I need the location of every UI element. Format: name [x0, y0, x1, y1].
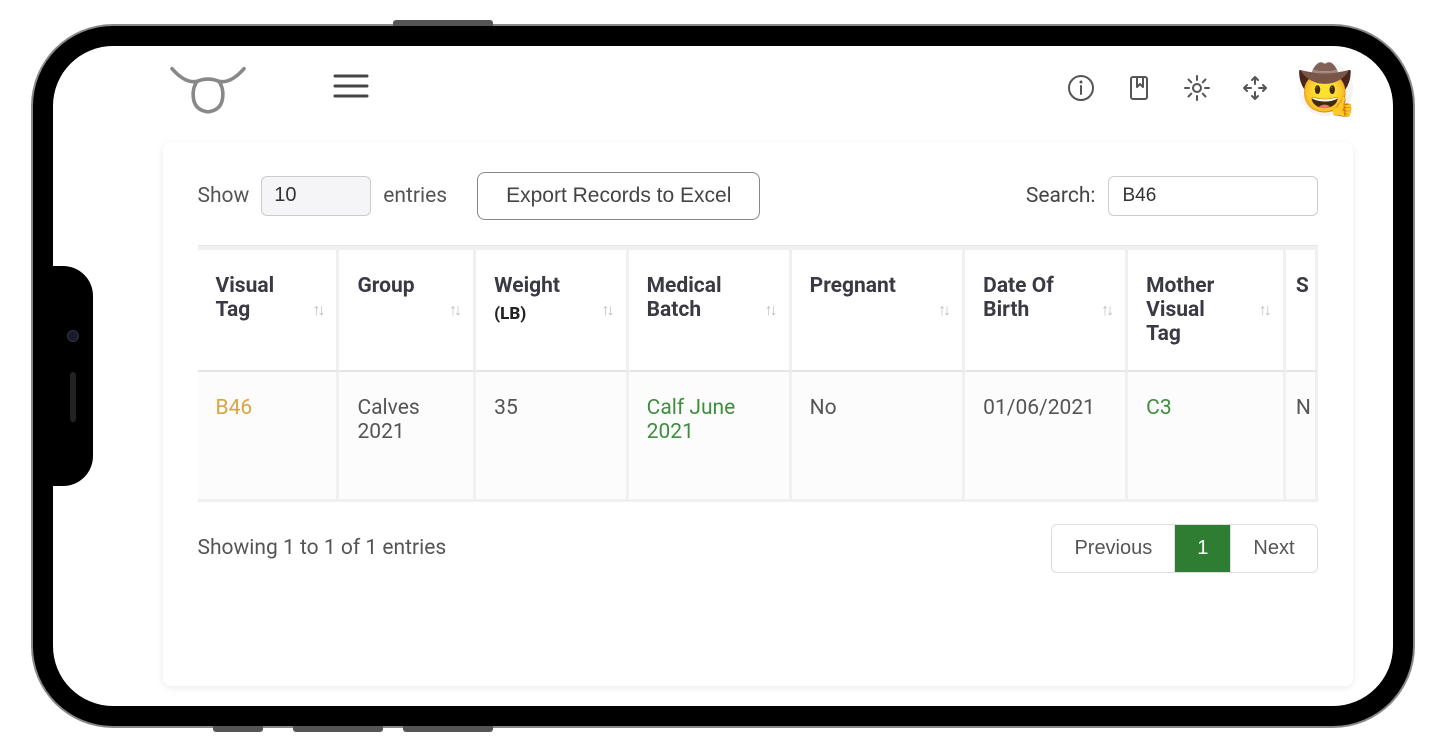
app-logo[interactable]	[163, 61, 253, 116]
search-label: Search:	[1026, 184, 1096, 208]
sort-icon: ↑↓	[312, 300, 322, 320]
search-input[interactable]	[1108, 176, 1318, 216]
cell-pregnant: No	[792, 372, 966, 502]
phone-side-button	[213, 726, 263, 732]
header-actions: 🤠 👍	[1066, 61, 1353, 116]
col-pregnant[interactable]: Pregnant ↑↓	[792, 246, 966, 372]
app-header: 🤠 👍	[103, 46, 1393, 132]
export-excel-button[interactable]: Export Records to Excel	[477, 172, 760, 220]
col-dob[interactable]: Date Of Birth ↑↓	[965, 246, 1128, 372]
page-number-button[interactable]: 1	[1175, 525, 1231, 572]
thumbs-up-icon: 👍	[1330, 94, 1355, 118]
cell-dob: 01/06/2021	[965, 372, 1128, 502]
cell-group: Calves 2021	[339, 372, 476, 502]
info-icon[interactable]	[1066, 73, 1096, 103]
phone-top-button	[393, 20, 493, 26]
entries-info: Showing 1 to 1 of 1 entries	[198, 536, 447, 560]
phone-side-button	[403, 726, 493, 732]
sort-icon: ↑↓	[1259, 300, 1269, 320]
data-table-wrapper: Visual Tag ↑↓ Group ↑↓ Weight (LB)	[198, 245, 1318, 502]
next-page-button[interactable]: Next	[1231, 525, 1316, 572]
col-group[interactable]: Group ↑↓	[339, 246, 476, 372]
table-header-row: Visual Tag ↑↓ Group ↑↓ Weight (LB)	[198, 246, 1318, 372]
col-medical-batch[interactable]: Medical Batch ↑↓	[629, 246, 792, 372]
camera-dot	[67, 330, 79, 342]
col-overflow[interactable]: S	[1286, 246, 1318, 372]
settings-gear-icon[interactable]	[1182, 73, 1212, 103]
col-visual-tag[interactable]: Visual Tag ↑↓	[198, 246, 340, 372]
cell-mother-visual-tag[interactable]: C3	[1146, 396, 1171, 420]
bookmark-icon[interactable]	[1124, 73, 1154, 103]
phone-frame: 🤠 👍 Show entries Export Records to Excel…	[33, 26, 1413, 726]
hamburger-menu-icon[interactable]	[333, 72, 369, 104]
sort-icon: ↑↓	[1101, 300, 1111, 320]
cell-overflow: N	[1286, 372, 1318, 502]
table-row: B46 Calves 2021 35 Calf June 2021 No 01/…	[198, 372, 1318, 502]
sort-icon: ↑↓	[449, 300, 459, 320]
user-avatar[interactable]: 🤠 👍	[1298, 61, 1353, 116]
expand-arrows-icon[interactable]	[1240, 73, 1270, 103]
cell-medical-batch[interactable]: Calf June 2021	[647, 396, 736, 444]
records-table: Visual Tag ↑↓ Group ↑↓ Weight (LB)	[198, 246, 1318, 502]
col-mother-visual-tag[interactable]: Mother Visual Tag ↑↓	[1128, 246, 1286, 372]
phone-screen: 🤠 👍 Show entries Export Records to Excel…	[53, 46, 1393, 706]
pagination: Previous 1 Next	[1051, 524, 1317, 573]
show-label: Show	[198, 184, 250, 208]
sort-icon: ↑↓	[602, 300, 612, 320]
speaker-grille	[70, 372, 76, 422]
cell-weight: 35	[476, 372, 628, 502]
entries-label: entries	[383, 184, 447, 208]
prev-page-button[interactable]: Previous	[1052, 525, 1175, 572]
entries-per-page-select[interactable]	[261, 176, 371, 216]
records-card: Show entries Export Records to Excel Sea…	[163, 142, 1353, 686]
cell-visual-tag[interactable]: B46	[216, 396, 253, 420]
phone-side-button	[293, 726, 383, 732]
table-controls: Show entries Export Records to Excel Sea…	[198, 172, 1318, 220]
col-weight[interactable]: Weight (LB) ↑↓	[476, 246, 628, 372]
sort-icon: ↑↓	[765, 300, 775, 320]
phone-notch	[53, 266, 93, 486]
table-footer: Showing 1 to 1 of 1 entries Previous 1 N…	[198, 524, 1318, 573]
sort-icon: ↑↓	[938, 300, 948, 320]
